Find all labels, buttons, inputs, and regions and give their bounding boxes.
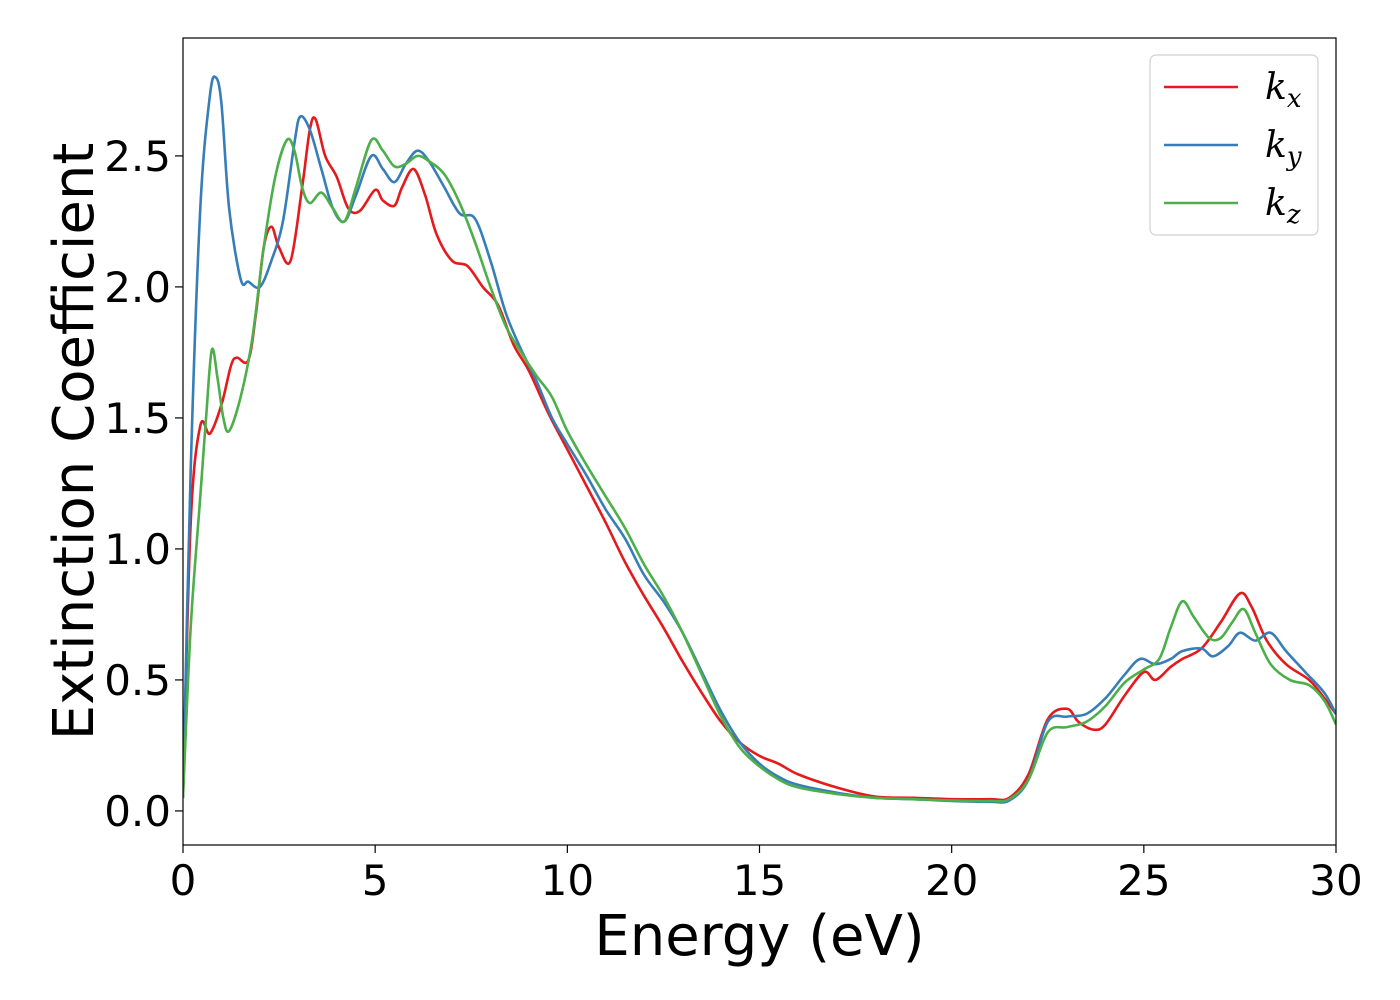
y-axis-ticks: 0.0 0.5 1.0 1.5 2.0 2.5 — [104, 132, 183, 836]
x-axis-label: Energy (eV) — [594, 904, 924, 969]
y-tick-label: 2.5 — [104, 132, 171, 181]
y-tick-label: 0.0 — [104, 787, 171, 836]
x-tick-label: 10 — [541, 856, 594, 905]
x-tick-label: 15 — [733, 856, 786, 905]
x-tick-label: 30 — [1309, 856, 1362, 905]
y-axis-label: Extinction Coefficient — [42, 143, 107, 741]
series-line-kx — [183, 116, 1336, 802]
y-tick-label: 1.5 — [104, 394, 171, 443]
x-tick-label: 25 — [1117, 856, 1170, 905]
series-line-kz — [183, 137, 1336, 803]
x-tick-label: 0 — [170, 856, 197, 905]
series-line-ky — [183, 75, 1336, 804]
series-lines — [183, 75, 1336, 804]
y-tick-label: 2.0 — [104, 263, 171, 312]
x-tick-label: 5 — [362, 856, 389, 905]
y-tick-label: 1.0 — [104, 525, 171, 574]
x-axis-ticks: 0 5 10 15 20 25 30 — [170, 845, 1363, 905]
x-tick-label: 20 — [925, 856, 978, 905]
y-tick-label: 0.5 — [104, 656, 171, 705]
